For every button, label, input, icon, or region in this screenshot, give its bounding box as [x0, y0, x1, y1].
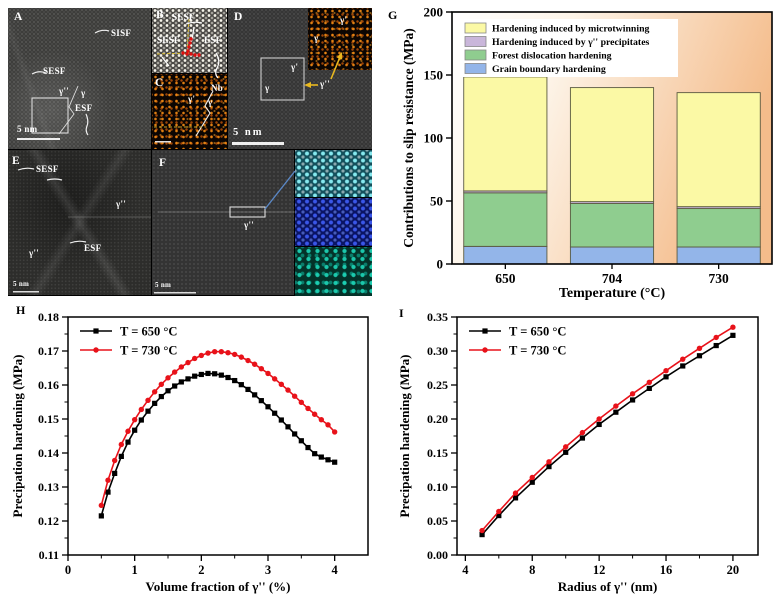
chart-h-line: 0 1 2 3 4 0.11 0.12 0.13 0.14 0.15 0.16 0.17 0.18 Vol… — [10, 310, 369, 594]
svg-text:730: 730 — [709, 271, 730, 286]
svg-text:0.10: 0.10 — [427, 480, 448, 494]
svg-text:0.13: 0.13 — [38, 480, 59, 494]
svg-text:0.14: 0.14 — [38, 446, 59, 460]
svg-text:4: 4 — [332, 563, 339, 577]
gamma-label: γ — [81, 88, 86, 98]
svg-text:200: 200 — [424, 5, 444, 20]
svg-text:20: 20 — [727, 563, 740, 577]
svg-text:Precipation hardening (MPa): Precipation hardening (MPa) — [397, 355, 412, 518]
svg-text:0.15: 0.15 — [427, 446, 448, 460]
svg-text:12: 12 — [593, 563, 606, 577]
svg-text:704: 704 — [602, 271, 623, 286]
svg-text:0.16: 0.16 — [38, 378, 59, 392]
svg-text:Temperature (°C): Temperature (°C) — [559, 286, 666, 300]
gamma2-label: γ'' — [29, 248, 40, 258]
svg-text:16: 16 — [660, 563, 673, 577]
svg-text:4: 4 — [462, 563, 469, 577]
gamma1-label: γ' — [188, 94, 196, 104]
svg-text:0.15: 0.15 — [38, 412, 59, 426]
gamma1-label: γ' — [340, 15, 348, 25]
tem-composite: A SISF SESF γ'' γ ESF 5 nm B SESF SESF E… — [8, 8, 372, 296]
panel-d-letter: D — [234, 11, 243, 23]
svg-text:0.18: 0.18 — [38, 310, 59, 324]
panel-g-letter: G — [388, 8, 398, 22]
svg-text:Hardening induced by microtwin: Hardening induced by microtwinning — [492, 24, 650, 35]
svg-text:0.00: 0.00 — [427, 548, 448, 562]
svg-text:0.35: 0.35 — [427, 310, 448, 324]
panel-f-micrograph — [152, 150, 294, 295]
panel-h-letter: H — [16, 303, 26, 317]
panel-b-letter: B — [156, 9, 164, 21]
svg-text:T = 650 °C: T = 650 °C — [120, 324, 177, 338]
svg-text:T = 650 °C: T = 650 °C — [509, 324, 566, 338]
chart-g-stacked-bars: 650 704 730 0 50 100 150 200 Temperature (°C) Con… — [401, 5, 773, 300]
svg-text:Contributions to slip resistan: Contributions to slip resistance (MPa) — [401, 28, 416, 248]
svg-text:1: 1 — [132, 563, 138, 577]
sesf-label: SESF — [43, 66, 66, 76]
gamma2-label: γ'' — [116, 199, 127, 209]
svg-text:Precipation hardening (MPa): Precipation hardening (MPa) — [10, 355, 25, 518]
sisf-label: SISF — [111, 28, 132, 38]
svg-text:Forest dislocation hardening: Forest dislocation hardening — [492, 51, 612, 62]
svg-text:50: 50 — [430, 194, 443, 209]
panel-i-letter: I — [399, 306, 404, 320]
sesf-label: SESF — [36, 164, 59, 174]
esf-label: ESF — [204, 35, 222, 45]
gamma1-label: γ' — [291, 62, 299, 72]
gamma-label: γ — [265, 83, 270, 93]
panel-c-letter: C — [155, 77, 164, 89]
panel-f-inset-3 — [295, 247, 372, 296]
svg-text:0: 0 — [437, 257, 444, 272]
svg-text:0: 0 — [65, 563, 71, 577]
sesf-label: SESF — [172, 12, 195, 22]
svg-text:3: 3 — [265, 563, 271, 577]
svg-text:150: 150 — [424, 68, 444, 83]
svg-text:Hardening induced by γ'' preci: Hardening induced by γ'' precipitates — [492, 37, 650, 48]
gamma-label: γ — [314, 33, 319, 43]
panel-a-letter: A — [14, 11, 23, 23]
panel-f-inset-1 — [295, 150, 372, 197]
scale-bar-label: 5 nm — [155, 281, 172, 289]
svg-text:0.17: 0.17 — [38, 344, 59, 358]
panel-e-letter: E — [12, 155, 20, 167]
svg-text:Grain boundary hardening: Grain boundary hardening — [492, 64, 606, 75]
esf-label: ESF — [75, 103, 93, 113]
svg-text:100: 100 — [424, 131, 444, 146]
svg-text:0.25: 0.25 — [427, 378, 448, 392]
sesf-label: SESF — [157, 35, 180, 45]
svg-text:2: 2 — [198, 563, 204, 577]
svg-text:Volume fraction of γ'' (%): Volume fraction of γ'' (%) — [146, 579, 291, 594]
panel-c-micrograph — [152, 74, 227, 149]
svg-text:0.20: 0.20 — [427, 412, 448, 426]
svg-text:650: 650 — [495, 271, 515, 286]
scale-bar-label: 5 nm — [13, 280, 30, 288]
scale-bar-label: 5 nm — [233, 127, 264, 138]
svg-text:8: 8 — [529, 563, 535, 577]
gamma-label: γ — [208, 97, 213, 107]
panel-e-micrograph — [8, 150, 151, 295]
nb-label: Nb — [211, 83, 224, 93]
svg-text:0.11: 0.11 — [39, 548, 59, 562]
panel-f-letter: F — [159, 157, 167, 169]
svg-text:T = 730 °C: T = 730 °C — [120, 343, 177, 357]
svg-text:0.12: 0.12 — [38, 514, 59, 528]
svg-text:T = 730 °C: T = 730 °C — [509, 343, 566, 357]
panel-f-inset-2 — [295, 198, 372, 246]
svg-text:Radius of γ'' (nm): Radius of γ'' (nm) — [558, 579, 658, 594]
svg-text:0.30: 0.30 — [427, 344, 448, 358]
gamma2-label: γ'' — [320, 79, 331, 89]
gamma2-label: γ'' — [244, 220, 255, 230]
scale-bar-label: 5 nm — [17, 124, 38, 134]
chart-i-line: 4 8 12 16 20 0.00 0.05 0.10 0.15 0.20 0.25 0.30 0.35… — [397, 310, 759, 594]
esf-label: ESF — [84, 243, 102, 253]
svg-text:0.05: 0.05 — [427, 514, 448, 528]
panel-a-micrograph — [8, 8, 151, 149]
gamma2-label: γ'' — [59, 86, 70, 96]
